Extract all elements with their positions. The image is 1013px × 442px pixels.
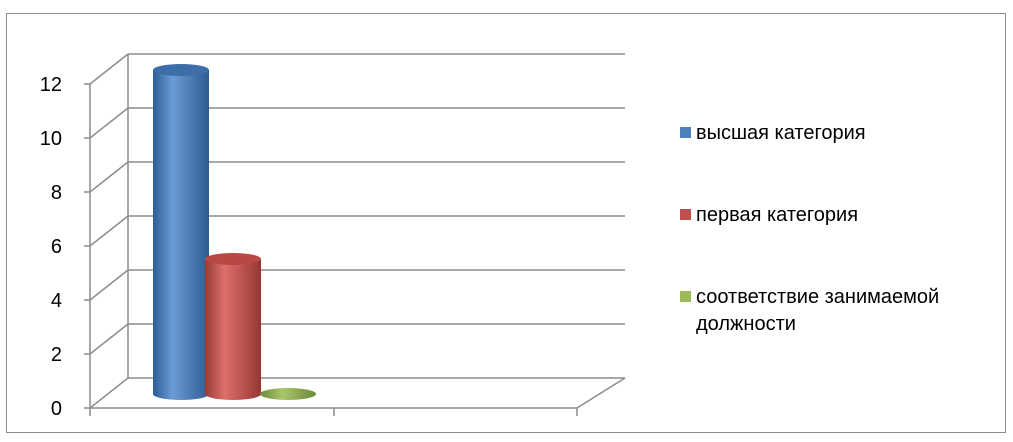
legend-label: высшая категория [696,122,866,144]
legend-item-position-conformity: соответствие занимаемой должности [680,284,996,338]
y-tick-label: 0 [51,398,62,420]
bar [205,253,261,400]
bar-top [205,253,261,265]
legend-label: соответствие занимаемой должности [696,286,940,335]
gridline-diagonal [89,161,129,193]
y-tick-label: 10 [40,128,62,150]
gridline-diagonal [89,269,129,301]
bar [260,388,316,400]
legend-label: первая категория [696,204,859,226]
bar-top [260,388,316,400]
y-tick-label: 6 [51,236,62,258]
legend-swatch [680,291,691,302]
gridline-diagonal [89,377,129,409]
bar [153,64,209,400]
gridline-diagonal [89,215,129,247]
bar-body [205,259,261,400]
floor-edge [576,377,626,409]
legend-swatch [680,127,691,138]
bar-top [153,64,209,76]
bar-body [153,70,209,400]
y-tick-label: 8 [51,182,62,204]
legend-swatch [680,209,691,220]
y-tick-label: 4 [51,290,62,312]
legend-item-first-category: первая категория [680,202,996,229]
legend-item-highest-category: высшая категория [680,120,996,147]
y-tick-label: 2 [51,344,62,366]
gridline-diagonal [89,323,129,355]
gridline-diagonal [89,53,129,85]
gridline-diagonal [89,107,129,139]
y-tick-label: 12 [40,74,62,96]
